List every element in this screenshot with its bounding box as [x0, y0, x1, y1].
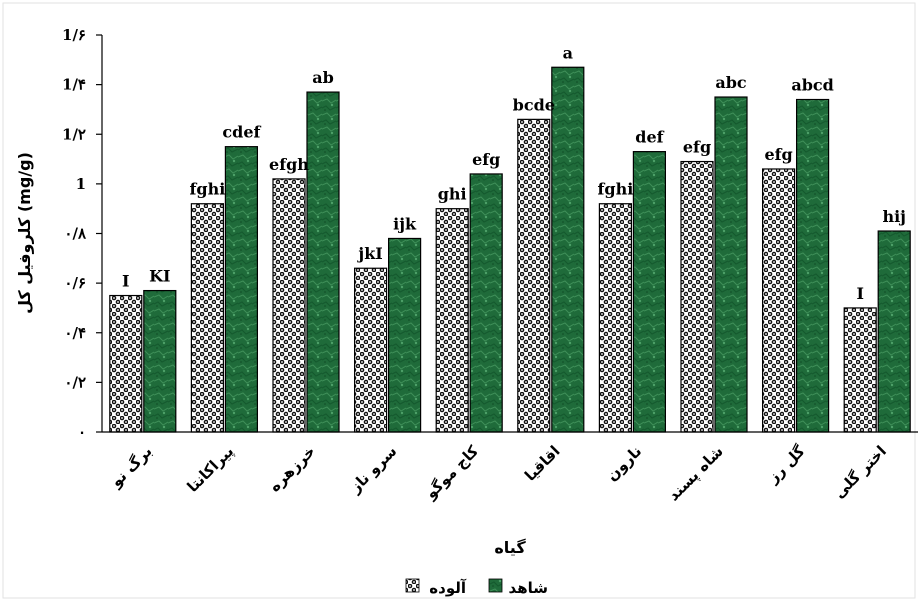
category-label: کاج موگو: [421, 442, 482, 503]
category-labels: برگ نو پیراکانتا خرزهره سرو ناز کاج موگو اقاق…: [106, 442, 890, 505]
category-label: برگ نو: [106, 442, 155, 491]
category-label: شاه پسند: [664, 442, 727, 505]
category-label: نارون: [603, 442, 645, 484]
legend-label-control: شاهد: [509, 579, 548, 597]
legend: شاهد آلوده: [405, 578, 548, 597]
y-tick-label: ۰: [78, 423, 86, 441]
bar-polluted: [680, 160, 714, 433]
category-label: اختر گلی: [830, 442, 890, 502]
y-tick-label: ۰/۴: [64, 324, 86, 342]
data-label: abc: [715, 73, 747, 92]
y-tick-label: 1/۲: [62, 125, 86, 143]
data-label: bcde: [513, 95, 555, 114]
y-tick-label: ۰/۶: [64, 274, 86, 292]
y-tick-label: 1: [76, 175, 86, 193]
y-axis-title: کلروفیل کل (mg/g): [15, 152, 34, 314]
category-label: گل رز: [763, 442, 808, 487]
bar-polluted: [354, 267, 388, 433]
bar-polluted: [517, 118, 551, 433]
bar-polluted: [435, 208, 469, 433]
data-label: ab: [312, 68, 334, 87]
data-label: ghi: [438, 185, 467, 204]
data-label: cdef: [222, 123, 261, 142]
bar-control: [306, 91, 340, 433]
data-label: fghi: [598, 180, 634, 199]
legend-label-polluted: آلوده: [429, 579, 467, 597]
legend-swatch-polluted: [405, 578, 420, 593]
bar-control: [551, 66, 585, 433]
bar-control: [224, 146, 258, 433]
bar-control: [877, 230, 911, 433]
data-label: abcd: [791, 76, 833, 95]
data-label: hij: [882, 207, 906, 226]
category-label: اقاقیا: [521, 442, 564, 485]
data-label: efg: [764, 145, 792, 164]
data-label: efgh: [269, 155, 309, 174]
data-label: jkI: [356, 244, 382, 263]
data-label: fghi: [190, 180, 226, 199]
data-label: ijk: [393, 214, 417, 233]
bar-control: [388, 237, 422, 433]
data-label: KI: [149, 267, 170, 286]
category-label: خرزهره: [266, 442, 319, 495]
bar-polluted: [190, 203, 224, 433]
bars: [109, 66, 911, 433]
bar-polluted: [272, 178, 306, 433]
bar-control: [795, 98, 830, 433]
legend-swatch-control: [488, 578, 503, 593]
y-tick-label: 1/۴: [62, 76, 86, 94]
data-label: def: [635, 128, 664, 147]
significance-labels: I KIfghicdefefghabjkIijkghiefgbcdeafghide…: [122, 43, 906, 303]
data-label: efg: [472, 150, 500, 169]
bar-polluted: [843, 307, 877, 433]
category-label: سرو ناز: [346, 442, 401, 497]
bar-control: [143, 289, 177, 433]
y-tick-label: ۰/۲: [64, 373, 86, 391]
y-tick-label: ۰/۸: [64, 225, 87, 243]
category-label: پیراکانتا: [183, 442, 237, 496]
data-label: efg: [683, 138, 711, 157]
data-label: I: [122, 272, 129, 291]
x-axis-title: گیاه: [494, 538, 526, 557]
bar-polluted: [761, 168, 796, 433]
data-label: I: [856, 284, 863, 303]
bar-control: [469, 173, 503, 433]
bar-control: [632, 151, 667, 433]
y-axis-ticks: ۰ ۰/۲ ۰/۴ ۰/۶ ۰/۸ 1 1/۲ 1/۴ 1/۶: [62, 26, 102, 441]
bar-polluted: [598, 203, 633, 433]
y-tick-label: 1/۶: [62, 26, 86, 44]
bar-control: [714, 96, 748, 433]
bar-polluted: [109, 294, 143, 433]
data-label: a: [563, 43, 573, 62]
